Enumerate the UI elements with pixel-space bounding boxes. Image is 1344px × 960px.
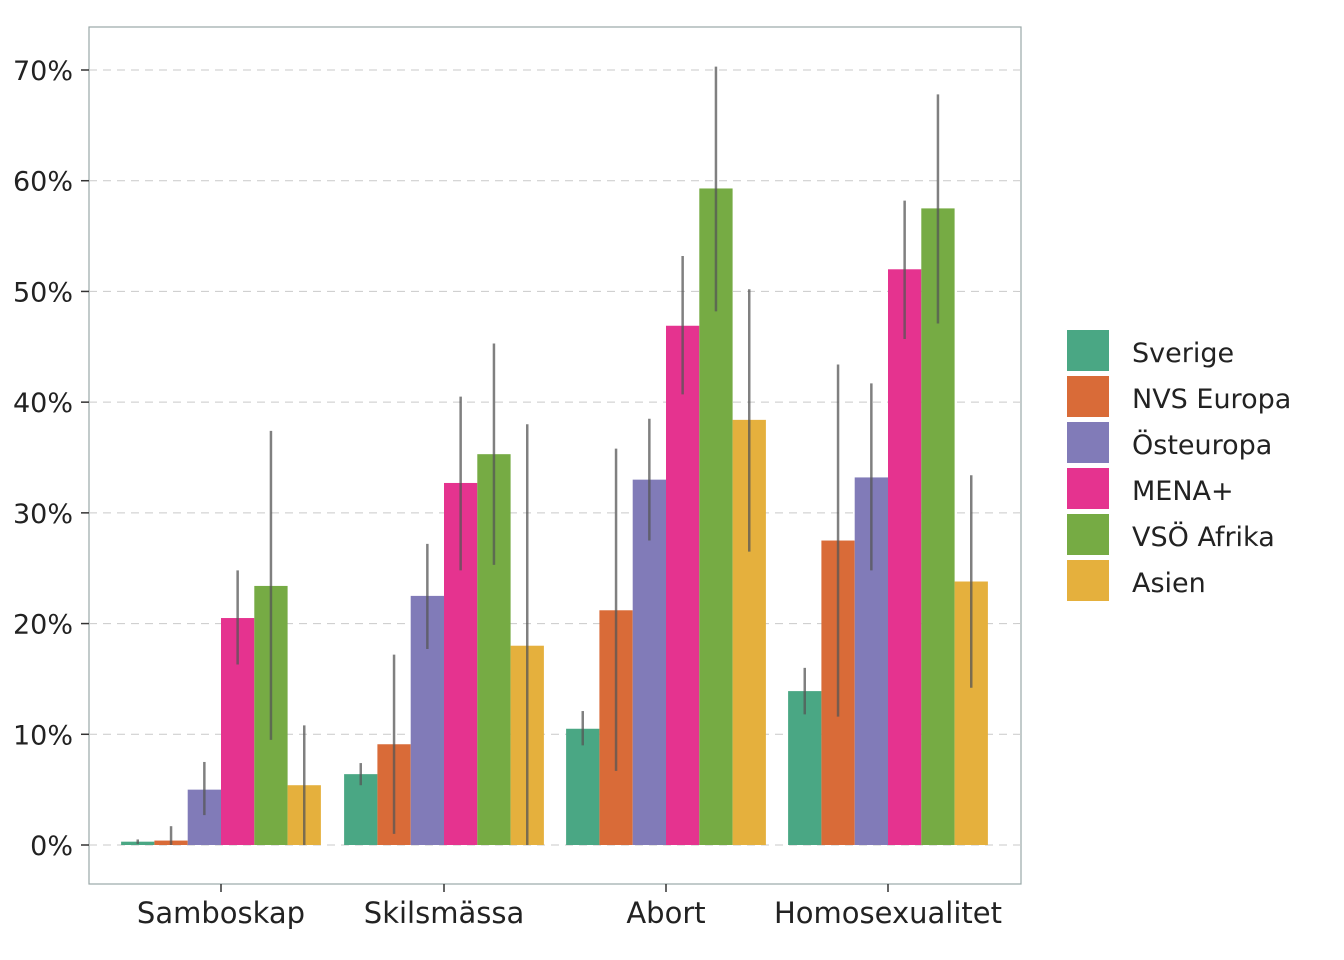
y-tick-label: 30% [13,499,73,530]
y-tick-label: 0% [30,831,73,862]
legend-swatch [1067,422,1109,463]
bar [788,691,822,845]
y-tick-label: 50% [13,277,73,308]
error-bars [136,66,973,845]
bar [888,269,922,845]
legend-swatch [1067,560,1109,601]
legend-label: Östeuropa [1132,429,1272,461]
x-tick-label: Abort [626,896,705,930]
legend-label: VSÖ Afrika [1132,521,1275,553]
legend-swatch [1067,330,1109,371]
x-tick-label: Samboskap [137,896,305,930]
y-tick-label: 40% [13,388,73,419]
bar [344,774,378,845]
legend-label: NVS Europa [1132,384,1291,415]
x-tick-label: Skilsmässa [364,896,524,930]
x-axis: Samboskap Skilsmässa Abort Homosexualitet [137,884,1002,930]
y-tick-label: 10% [13,720,73,751]
legend-swatch [1067,514,1109,555]
legend-label: Sverige [1132,338,1234,369]
y-axis: 0% 10% 20% 30% 40% 50% 60% 70% [13,56,89,862]
legend: Sverige NVS Europa Östeuropa MENA+ VSÖ Afrik… [1067,330,1291,601]
legend-label: MENA+ [1132,476,1234,507]
legend-swatch [1067,468,1109,509]
y-tick-label: 70% [13,56,73,87]
bar [666,325,700,845]
legend-swatch [1067,376,1109,417]
y-tick-label: 20% [13,610,73,641]
y-tick-label: 60% [13,167,73,198]
legend-label: Asien [1132,568,1206,599]
bar [566,728,600,845]
x-tick-label: Homosexualitet [774,896,1002,930]
